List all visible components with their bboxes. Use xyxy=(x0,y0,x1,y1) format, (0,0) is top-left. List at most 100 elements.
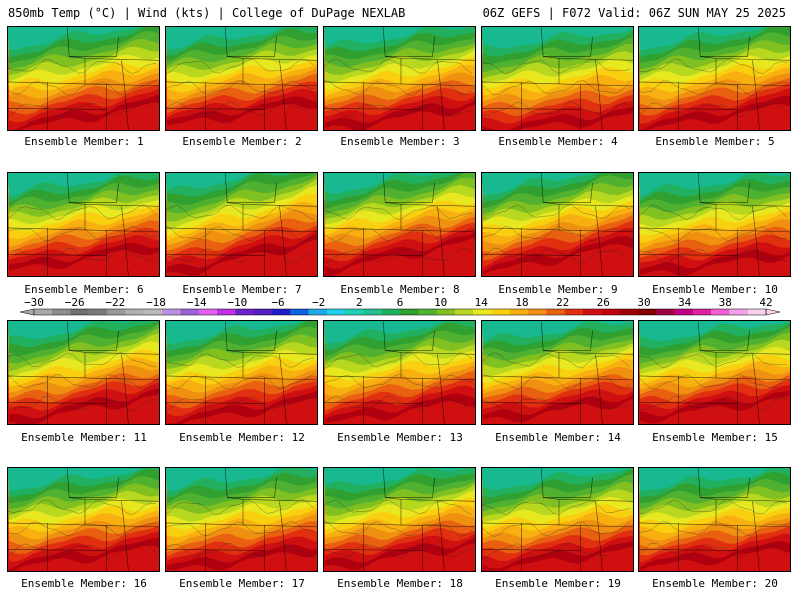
colorbar-tick-label: −30 xyxy=(24,296,44,309)
colorbar-tick-label: −6 xyxy=(271,296,284,309)
colorbar-segment xyxy=(34,309,53,315)
ensemble-member-map xyxy=(323,172,476,277)
colorbar-segment xyxy=(235,309,254,315)
ensemble-member-label: Ensemble Member: 9 xyxy=(498,283,618,296)
colorbar-tick-label: −14 xyxy=(187,296,207,309)
colorbar-tick-label: 2 xyxy=(356,296,363,309)
temperature-colorbar: −30 −26 −22 −18 −14 −10 −6 −2 2 6 10 14 18 22 26 30 34 38… xyxy=(19,296,781,316)
colorbar-segment xyxy=(473,309,492,315)
colorbar-segment xyxy=(253,309,273,315)
colorbar-segment xyxy=(692,309,712,315)
ensemble-member-map xyxy=(7,26,160,131)
ensemble-member-label: Ensemble Member: 6 xyxy=(24,283,144,296)
colorbar-tick-label: 42 xyxy=(759,296,772,309)
colorbar-segment xyxy=(271,309,291,315)
ensemble-member-map xyxy=(481,320,634,425)
colorbar-tick-label: −10 xyxy=(227,296,247,309)
colorbar-segment xyxy=(290,309,309,315)
colorbar-segment xyxy=(674,309,694,315)
ensemble-member-label: Ensemble Member: 20 xyxy=(652,577,778,590)
colorbar-tick-label: 14 xyxy=(475,296,489,309)
colorbar-tick-label: 26 xyxy=(597,296,610,309)
colorbar-max-arrow xyxy=(765,308,781,316)
colorbar-tick-label: 10 xyxy=(434,296,447,309)
ensemble-member-map xyxy=(481,467,634,572)
ensemble-member-map xyxy=(165,467,318,572)
ensemble-member-map xyxy=(7,467,160,572)
colorbar-segment xyxy=(454,309,474,315)
ensemble-member-label: Ensemble Member: 12 xyxy=(179,431,305,444)
ensemble-member-map xyxy=(323,467,476,572)
ensemble-member-map xyxy=(7,320,160,425)
colorbar-tick-label: 18 xyxy=(515,296,528,309)
ensemble-member-label: Ensemble Member: 18 xyxy=(337,577,463,590)
colorbar-min-arrow xyxy=(19,308,35,316)
colorbar-tick-label: −18 xyxy=(146,296,166,309)
ensemble-member-label: Ensemble Member: 19 xyxy=(495,577,621,590)
ensemble-member-label: Ensemble Member: 15 xyxy=(652,431,778,444)
colorbar-segment xyxy=(125,309,145,315)
colorbar-segment xyxy=(107,309,126,315)
colorbar-segment xyxy=(52,309,71,315)
colorbar-segment xyxy=(711,309,730,315)
ensemble-member-label: Ensemble Member: 4 xyxy=(498,135,618,148)
ensemble-member-map xyxy=(165,26,318,131)
colorbar-segment xyxy=(70,309,90,315)
ensemble-member-map xyxy=(481,26,634,131)
ensemble-member-map xyxy=(165,320,318,425)
colorbar-segment xyxy=(217,309,236,315)
ensemble-member-label: Ensemble Member: 5 xyxy=(655,135,775,148)
ensemble-member-label: Ensemble Member: 14 xyxy=(495,431,621,444)
colorbar-segment xyxy=(418,309,437,315)
ensemble-member-label: Ensemble Member: 2 xyxy=(182,135,302,148)
ensemble-member-map xyxy=(7,172,160,277)
colorbar-segment xyxy=(326,309,346,315)
ensemble-member-label: Ensemble Member: 1 xyxy=(24,135,144,148)
colorbar-segment xyxy=(747,309,767,315)
colorbar-segment xyxy=(729,309,749,315)
ensemble-member-label: Ensemble Member: 17 xyxy=(179,577,305,590)
colorbar-tick-label: −2 xyxy=(312,296,325,309)
colorbar-segment xyxy=(528,309,547,315)
colorbar-segment xyxy=(400,309,419,315)
colorbar-segment xyxy=(583,309,602,315)
map-title: 850mb Temp (°C) | Wind (kts) | College o… xyxy=(8,6,406,20)
ensemble-member-map xyxy=(638,467,791,572)
ensemble-member-map xyxy=(638,172,791,277)
colorbar-segment xyxy=(143,309,163,315)
colorbar-segment xyxy=(162,309,181,315)
colorbar-tick-label: 6 xyxy=(397,296,404,309)
ensemble-member-map xyxy=(638,320,791,425)
colorbar-segment xyxy=(564,309,584,315)
ensemble-member-map xyxy=(323,320,476,425)
colorbar-tick-label: −22 xyxy=(105,296,125,309)
colorbar-tick-label: 34 xyxy=(678,296,692,309)
ensemble-member-map xyxy=(638,26,791,131)
colorbar-tick-label: 30 xyxy=(637,296,650,309)
ensemble-member-map xyxy=(165,172,318,277)
ensemble-member-label: Ensemble Member: 8 xyxy=(340,283,460,296)
colorbar-segment xyxy=(619,309,639,315)
colorbar-tick-label: 38 xyxy=(719,296,732,309)
model-run-info: 06Z GEFS | F072 Valid: 06Z SUN MAY 25 20… xyxy=(482,6,786,20)
ensemble-member-label: Ensemble Member: 7 xyxy=(182,283,302,296)
ensemble-member-label: Ensemble Member: 3 xyxy=(340,135,460,148)
colorbar-segment xyxy=(345,309,364,315)
ensemble-member-label: Ensemble Member: 16 xyxy=(21,577,147,590)
colorbar-segment xyxy=(198,309,218,315)
colorbar-segment xyxy=(308,309,328,315)
colorbar-segment xyxy=(180,309,200,315)
colorbar-segment xyxy=(509,309,529,315)
colorbar-segment xyxy=(381,309,401,315)
ensemble-member-label: Ensemble Member: 10 xyxy=(652,283,778,296)
colorbar-segment xyxy=(656,309,675,315)
colorbar-segment xyxy=(546,309,566,315)
colorbar-tick-label: −26 xyxy=(65,296,85,309)
ensemble-member-label: Ensemble Member: 11 xyxy=(21,431,147,444)
colorbar-segment xyxy=(491,309,511,315)
colorbar-segment xyxy=(436,309,456,315)
ensemble-member-map xyxy=(323,26,476,131)
colorbar-segment xyxy=(637,309,657,315)
ensemble-member-label: Ensemble Member: 13 xyxy=(337,431,463,444)
colorbar-segment xyxy=(601,309,620,315)
